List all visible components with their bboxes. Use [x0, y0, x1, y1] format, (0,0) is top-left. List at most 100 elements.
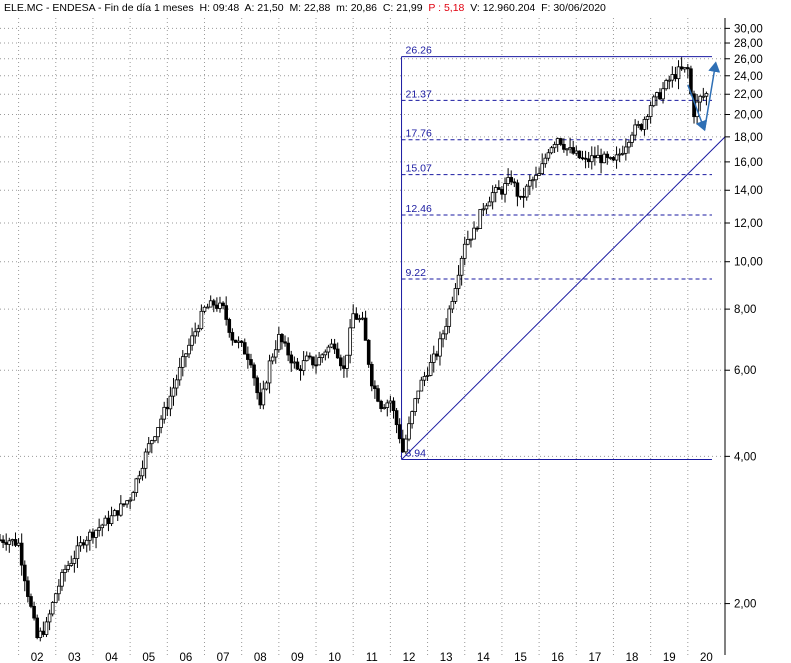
candle-body [13, 539, 18, 546]
candle-body [215, 304, 219, 309]
candle-body [376, 388, 380, 402]
candle-body [583, 157, 588, 160]
candle-body [670, 74, 675, 81]
candle-body [41, 630, 46, 635]
candle-body [78, 542, 83, 547]
candle-body [490, 192, 495, 203]
candle-body [211, 300, 216, 306]
candle-body [478, 209, 483, 229]
candle-body [205, 306, 210, 309]
fib-level-label: 15.07 [406, 163, 432, 175]
candle-body [184, 353, 188, 358]
candle-body [500, 189, 504, 195]
header-high: M: 22,88 [289, 2, 331, 14]
candle-body [140, 467, 145, 477]
candle-body [159, 418, 163, 428]
candle-body [394, 410, 399, 426]
candle-body [94, 529, 98, 538]
candle-body [453, 288, 458, 302]
candle-body [509, 177, 514, 183]
candle-body [447, 308, 452, 327]
candle-body [357, 318, 362, 321]
candle-body [472, 227, 476, 240]
candle-body [246, 353, 250, 360]
candle-body [360, 317, 365, 320]
candle-body [574, 150, 579, 154]
candle-body [190, 335, 194, 346]
candle-body [555, 138, 560, 145]
candle-body [552, 144, 557, 149]
candle-body [565, 148, 569, 151]
candle-body [317, 357, 321, 366]
candle-body [385, 402, 390, 408]
y-tick-label: 20,00 [734, 109, 763, 121]
candle-body [332, 343, 337, 350]
x-tick-label: 05 [142, 652, 155, 663]
candle-body [651, 96, 656, 107]
y-tick-label: 4,00 [734, 451, 756, 463]
candle-body [497, 187, 501, 190]
candle-body [277, 334, 281, 351]
candle-body [35, 617, 39, 639]
candle-body [29, 596, 33, 607]
candle-body [549, 147, 554, 154]
y-tick-label: 10,00 [734, 257, 763, 269]
candle-body [19, 542, 24, 566]
x-tick-label: 20 [700, 652, 713, 663]
candle-body [1, 539, 5, 543]
candle-body [329, 343, 334, 348]
candle-body [531, 179, 535, 182]
candle-body [242, 342, 247, 355]
candle-body [608, 157, 613, 159]
candle-body [69, 562, 74, 566]
y-tick-label: 14,00 [734, 185, 763, 197]
candle-body [150, 440, 154, 445]
candle-body [661, 88, 665, 100]
x-tick-label: 12 [403, 652, 416, 663]
fib-level-label: 12.46 [406, 203, 432, 215]
chart-grid [0, 18, 725, 655]
candle-body [7, 540, 12, 545]
chart-annotations [401, 61, 726, 460]
candle-body [425, 375, 430, 377]
candle-body [348, 327, 352, 356]
candle-body [208, 300, 213, 308]
x-tick-label: 13 [440, 652, 453, 663]
fib-level-label: 26.26 [406, 45, 432, 57]
support-trendline [401, 136, 726, 460]
candle-body [369, 364, 374, 387]
candle-body [410, 411, 414, 425]
candle-body [617, 153, 622, 156]
candle-body [484, 205, 489, 210]
candle-body [301, 360, 306, 372]
candle-body [701, 95, 706, 98]
candle-body [633, 124, 637, 136]
header-close: C: 21,99 [382, 2, 423, 14]
y-tick-label: 22,00 [734, 89, 763, 101]
fib-level-label: 21.37 [406, 88, 432, 100]
candle-body [475, 227, 479, 230]
candle-body [320, 354, 325, 359]
candle-body [32, 605, 36, 619]
candle-body [311, 356, 315, 366]
candle-body [202, 306, 207, 312]
candle-body [342, 365, 346, 369]
candle-body [88, 531, 92, 541]
candle-body [648, 105, 653, 117]
y-tick-label: 2,00 [734, 599, 756, 611]
candle-body [407, 423, 411, 440]
candle-body [289, 354, 294, 364]
y-tick-label: 8,00 [734, 304, 756, 316]
candle-body [57, 585, 61, 595]
candle-body [682, 67, 687, 70]
candle-body [630, 134, 634, 143]
candle-body [620, 152, 625, 155]
header-open: A: 21,50 [244, 2, 284, 14]
candle-body [22, 564, 27, 582]
candle-body [174, 379, 179, 389]
candle-body [686, 67, 690, 70]
candle-body [679, 66, 684, 70]
candle-body [416, 390, 421, 400]
candle-body [521, 196, 526, 198]
